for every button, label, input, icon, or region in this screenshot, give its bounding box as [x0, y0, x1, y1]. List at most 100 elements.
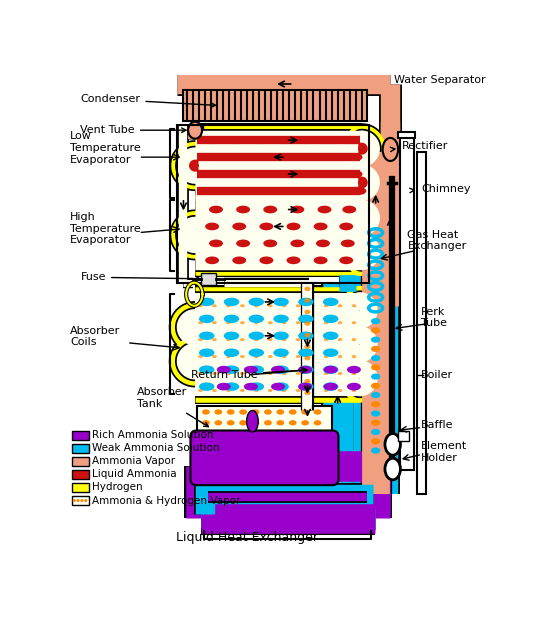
Ellipse shape [338, 372, 342, 375]
Ellipse shape [304, 356, 311, 361]
Ellipse shape [80, 499, 84, 502]
Text: Weak Ammonia Solution: Weak Ammonia Solution [92, 443, 219, 453]
Ellipse shape [273, 331, 289, 340]
Ellipse shape [226, 304, 231, 307]
Ellipse shape [371, 364, 380, 371]
Ellipse shape [249, 366, 264, 374]
Bar [201, 273, 216, 285]
Ellipse shape [323, 348, 338, 357]
Ellipse shape [214, 409, 222, 415]
Ellipse shape [254, 338, 258, 341]
Ellipse shape [268, 304, 273, 307]
Ellipse shape [296, 389, 300, 392]
Ellipse shape [314, 222, 328, 231]
Ellipse shape [351, 304, 356, 307]
Ellipse shape [273, 298, 289, 306]
Ellipse shape [371, 411, 380, 417]
Ellipse shape [371, 438, 380, 444]
Ellipse shape [310, 372, 315, 375]
FancyBboxPatch shape [190, 430, 338, 485]
Ellipse shape [332, 170, 345, 178]
Ellipse shape [296, 338, 300, 341]
Ellipse shape [232, 222, 246, 231]
Ellipse shape [324, 321, 328, 324]
Text: Liquid Ammonia: Liquid Ammonia [92, 469, 177, 479]
Ellipse shape [73, 499, 76, 502]
Ellipse shape [197, 153, 211, 161]
Ellipse shape [342, 206, 356, 213]
Ellipse shape [298, 315, 314, 323]
Ellipse shape [264, 420, 272, 426]
Ellipse shape [314, 420, 321, 426]
Ellipse shape [304, 321, 311, 326]
Ellipse shape [268, 321, 273, 324]
Ellipse shape [273, 366, 289, 374]
Ellipse shape [385, 459, 400, 480]
Ellipse shape [227, 420, 235, 426]
Ellipse shape [198, 304, 203, 307]
Ellipse shape [226, 321, 231, 324]
Ellipse shape [290, 239, 304, 247]
Ellipse shape [236, 239, 250, 247]
Ellipse shape [212, 304, 217, 307]
Text: Water Separator: Water Separator [394, 75, 486, 85]
Ellipse shape [383, 138, 398, 161]
Ellipse shape [268, 389, 273, 392]
Ellipse shape [304, 287, 311, 291]
Ellipse shape [224, 298, 239, 306]
Ellipse shape [339, 222, 353, 231]
Ellipse shape [260, 170, 273, 178]
Ellipse shape [212, 338, 217, 341]
Ellipse shape [249, 315, 264, 323]
Ellipse shape [273, 383, 289, 391]
Ellipse shape [296, 304, 300, 307]
Text: Vent Tube: Vent Tube [80, 125, 186, 135]
Ellipse shape [264, 409, 272, 415]
Ellipse shape [209, 206, 223, 213]
Text: Gas Heat
Exchanger: Gas Heat Exchanger [408, 229, 466, 251]
Ellipse shape [323, 298, 338, 306]
Bar [398, 431, 409, 440]
Ellipse shape [282, 355, 287, 358]
Ellipse shape [282, 389, 287, 392]
Ellipse shape [268, 372, 273, 375]
Ellipse shape [371, 374, 380, 379]
Ellipse shape [324, 372, 328, 375]
Ellipse shape [347, 366, 361, 374]
Bar [72, 444, 89, 453]
Bar [197, 437, 332, 444]
Ellipse shape [246, 411, 258, 432]
Ellipse shape [199, 298, 214, 306]
Ellipse shape [205, 136, 219, 144]
Ellipse shape [224, 315, 239, 323]
Ellipse shape [268, 338, 273, 341]
Ellipse shape [304, 368, 311, 372]
Bar [72, 457, 89, 466]
Ellipse shape [282, 321, 287, 324]
Text: Low
Temperature
Evaporator: Low Temperature Evaporator [70, 131, 141, 164]
Ellipse shape [349, 153, 362, 161]
Ellipse shape [287, 257, 300, 264]
Ellipse shape [199, 348, 214, 357]
Ellipse shape [338, 321, 342, 324]
Ellipse shape [351, 389, 356, 392]
Text: Hydrogen: Hydrogen [92, 482, 142, 492]
Bar [72, 483, 89, 492]
Ellipse shape [282, 304, 287, 307]
Ellipse shape [371, 318, 380, 324]
Ellipse shape [217, 383, 231, 391]
Text: Ammonia & Hydrogen Vapor: Ammonia & Hydrogen Vapor [92, 495, 240, 506]
Ellipse shape [371, 401, 380, 407]
Ellipse shape [252, 420, 260, 426]
Ellipse shape [202, 420, 210, 426]
Ellipse shape [224, 348, 239, 357]
Ellipse shape [240, 355, 245, 358]
Ellipse shape [310, 304, 315, 307]
Ellipse shape [252, 136, 266, 144]
Ellipse shape [254, 355, 258, 358]
Bar [72, 430, 89, 440]
Ellipse shape [298, 383, 312, 391]
Ellipse shape [296, 372, 300, 375]
Ellipse shape [298, 348, 314, 357]
Ellipse shape [324, 366, 338, 374]
